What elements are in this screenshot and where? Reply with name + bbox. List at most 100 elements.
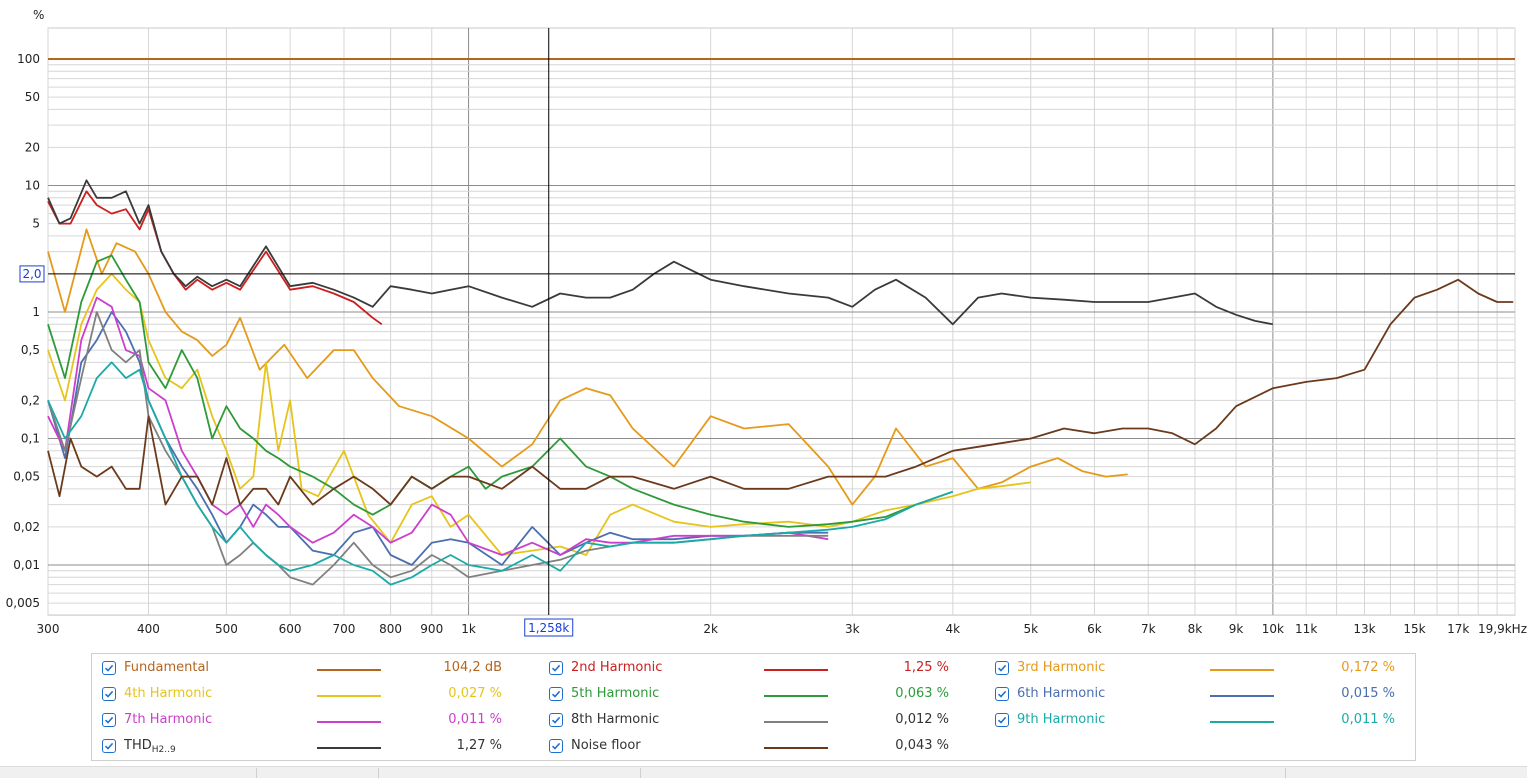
legend-line-swatch: [764, 695, 828, 697]
legend-line-swatch: [1210, 669, 1274, 671]
legend-item-thd[interactable]: THDH2..9 1,27 %: [102, 737, 512, 757]
x-tick-label: 600: [279, 622, 302, 636]
grid: [47, 27, 1516, 616]
x-tick-label: 800: [379, 622, 402, 636]
series-line-thd: [47, 179, 1274, 326]
legend-label: 4th Harmonic: [124, 686, 213, 701]
legend-line-swatch: [1210, 721, 1274, 723]
legend-line-swatch: [317, 721, 381, 723]
x-tick-label: 17k: [1447, 622, 1469, 636]
x-tick-label: 400: [137, 622, 160, 636]
legend-item-5th-harmonic[interactable]: 5th Harmonic 0,063 %: [549, 685, 959, 705]
y-tick-label: 0,2: [21, 393, 40, 407]
x-tick-label: 19,9kHz: [1478, 622, 1527, 636]
legend-line-swatch: [317, 669, 381, 671]
legend-value: 0,011 %: [448, 712, 502, 727]
x-tick-label: 900: [420, 622, 443, 636]
cursor-x-label: 1,258k: [528, 621, 569, 635]
legend-value: 104,2 dB: [443, 660, 502, 675]
plot-area: [47, 27, 1516, 616]
cursor-y-box: [19, 265, 45, 283]
legend-checkbox[interactable]: [549, 739, 563, 753]
series-line-9th-harmonic: [47, 361, 954, 586]
legend-label: 5th Harmonic: [571, 686, 660, 701]
legend-checkbox[interactable]: [549, 687, 563, 701]
legend-label: 6th Harmonic: [1017, 686, 1106, 701]
x-tick-labels: 300 400 500 600 700 800 900 1k 2k 3k 4k 5k 6k 7k 8k 9k 1…: [37, 622, 1527, 636]
legend-checkbox[interactable]: [102, 713, 116, 727]
legend-checkbox[interactable]: [102, 661, 116, 675]
legend-checkbox[interactable]: [102, 687, 116, 701]
legend-line-swatch: [764, 721, 828, 723]
legend-item-noise-floor[interactable]: Noise floor 0,043 %: [549, 737, 959, 757]
legend-line-swatch: [764, 669, 828, 671]
legend-value: 0,012 %: [895, 712, 949, 727]
x-tick-label: 300: [37, 622, 60, 636]
series-line-5th-harmonic: [47, 254, 954, 528]
legend-checkbox[interactable]: [995, 687, 1009, 701]
y-tick-label: 0,02: [13, 520, 40, 534]
cursor[interactable]: 2,0 1,258k: [19, 28, 1515, 637]
x-tick-label: 8k: [1188, 622, 1203, 636]
legend-value: 0,043 %: [895, 738, 949, 753]
legend-item-4th-harmonic[interactable]: 4th Harmonic 0,027 %: [102, 685, 512, 705]
x-tick-label: 11k: [1295, 622, 1317, 636]
x-tick-label: 1k: [461, 622, 476, 636]
legend-value: 0,011 %: [1341, 712, 1395, 727]
legend-line-swatch: [1210, 695, 1274, 697]
legend-label: Fundamental: [124, 660, 210, 675]
legend-line-swatch: [317, 695, 381, 697]
y-tick-label: 1: [32, 305, 40, 319]
legend-value: 0,063 %: [895, 686, 949, 701]
legend-line-swatch: [317, 747, 381, 749]
y-axis-unit: %: [33, 8, 44, 22]
legend-value: 0,027 %: [448, 686, 502, 701]
x-tick-label: 3k: [845, 622, 860, 636]
legend-line-swatch: [764, 747, 828, 749]
legend-label: 7th Harmonic: [124, 712, 213, 727]
legend-checkbox[interactable]: [549, 713, 563, 727]
legend-item-fundamental[interactable]: Fundamental 104,2 dB: [102, 659, 512, 679]
x-tick-label: 13k: [1353, 622, 1375, 636]
x-tick-label: 5k: [1023, 622, 1038, 636]
y-tick-label: 0,05: [13, 470, 40, 484]
legend-label: 9th Harmonic: [1017, 712, 1106, 727]
series-line-3rd-harmonic: [47, 228, 1128, 506]
legend-item-3rd-harmonic[interactable]: 3rd Harmonic 0,172 %: [995, 659, 1405, 679]
series-line-6th-harmonic: [47, 311, 829, 566]
series-line-8th-harmonic: [47, 311, 829, 586]
series-line-2nd-harmonic: [47, 190, 383, 326]
cursor-y-label: 2,0: [22, 267, 41, 281]
distortion-chart: % 100502010510,50,20,10,050,020,010,005 …: [6, 8, 1527, 637]
y-tick-label: 0,1: [21, 432, 40, 446]
y-tick-label: 50: [25, 90, 40, 104]
y-tick-label: 0,5: [21, 343, 40, 357]
legend-value: 0,015 %: [1341, 686, 1395, 701]
legend-checkbox[interactable]: [102, 739, 116, 753]
legend-item-2nd-harmonic[interactable]: 2nd Harmonic 1,25 %: [549, 659, 959, 679]
x-tick-label: 15k: [1403, 622, 1425, 636]
y-tick-label: 5: [32, 217, 40, 231]
x-tick-label: 6k: [1087, 622, 1102, 636]
y-tick-label: 10: [25, 179, 40, 193]
legend-checkbox[interactable]: [549, 661, 563, 675]
y-tick-labels: 100 50 20 10 5 1 0,5 0,2 0,1 0,05 0,02 0,01 0,005: [6, 52, 40, 610]
legend-item-6th-harmonic[interactable]: 6th Harmonic 0,015 %: [995, 685, 1405, 705]
legend-label: Noise floor: [571, 738, 641, 753]
legend-checkbox[interactable]: [995, 713, 1009, 727]
legend-item-8th-harmonic[interactable]: 8th Harmonic 0,012 %: [549, 711, 959, 731]
status-bar: [0, 766, 1527, 778]
series-line-noise-floor: [47, 278, 1514, 506]
x-tick-label: 4k: [946, 622, 961, 636]
cursor-x-box: [524, 618, 574, 637]
legend-checkbox[interactable]: [995, 661, 1009, 675]
x-tick-label: 9k: [1229, 622, 1244, 636]
x-tick-label: 7k: [1141, 622, 1156, 636]
legend-item-9th-harmonic[interactable]: 9th Harmonic 0,011 %: [995, 711, 1405, 731]
y-tick-label: 20: [25, 140, 40, 154]
legend-value: 0,172 %: [1341, 660, 1395, 675]
legend-item-7th-harmonic[interactable]: 7th Harmonic 0,011 %: [102, 711, 512, 731]
x-tick-label: 2k: [703, 622, 718, 636]
x-tick-label: 500: [215, 622, 238, 636]
legend-label: THDH2..9: [124, 738, 176, 755]
